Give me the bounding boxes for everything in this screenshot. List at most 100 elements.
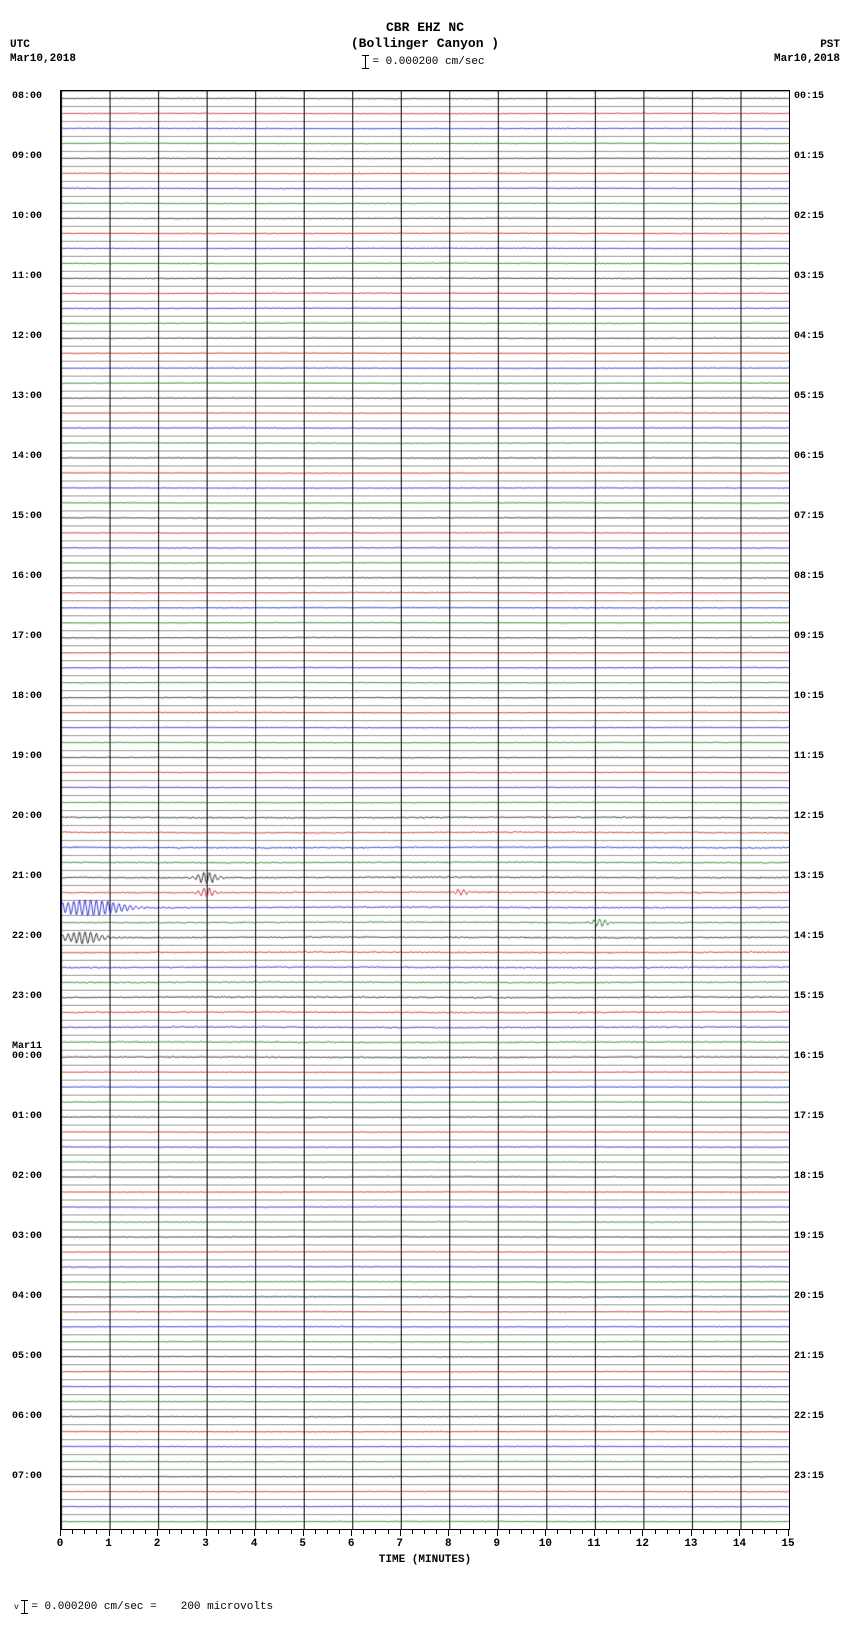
x-tick-minor (509, 1530, 510, 1534)
time-label: 04:15 (794, 332, 824, 342)
x-tick-minor (703, 1530, 704, 1534)
x-tick-minor (473, 1530, 474, 1534)
time-label: 21:00 (12, 872, 42, 882)
time-label: 15:15 (794, 992, 824, 1002)
x-tick (497, 1530, 498, 1536)
time-label: 09:15 (794, 632, 824, 642)
x-tick-minor (460, 1530, 461, 1534)
x-tick (788, 1530, 789, 1536)
x-tick-minor (436, 1530, 437, 1534)
title-block: CBR EHZ NC (Bollinger Canyon ) = 0.00020… (10, 20, 840, 73)
time-label: 20:00 (12, 812, 42, 822)
x-tick-minor (557, 1530, 558, 1534)
x-tick-minor (655, 1530, 656, 1534)
x-tick-minor (485, 1530, 486, 1534)
footer-prefix: v (14, 1603, 18, 1612)
time-label: 16:00 (12, 572, 42, 582)
x-axis-label: TIME (MINUTES) (60, 1554, 790, 1566)
time-label: 18:15 (794, 1172, 824, 1182)
x-tick-minor (278, 1530, 279, 1534)
x-axis: TIME (MINUTES) 0123456789101112131415 (60, 1530, 790, 1570)
x-tick-label: 14 (733, 1538, 746, 1550)
time-label: 18:00 (12, 692, 42, 702)
x-tick-minor (727, 1530, 728, 1534)
x-tick-label: 4 (251, 1538, 258, 1550)
x-tick-minor (291, 1530, 292, 1534)
time-label: 17:00 (12, 632, 42, 642)
top-right-date-label: PST Mar10,2018 (774, 38, 840, 67)
scale-bar-icon (365, 55, 366, 69)
x-tick (545, 1530, 546, 1536)
x-tick-label: 13 (684, 1538, 697, 1550)
x-tick-minor (412, 1530, 413, 1534)
time-label: 01:15 (794, 152, 824, 162)
time-label: 17:15 (794, 1112, 824, 1122)
seismogram-canvas (61, 91, 789, 1529)
time-label: 09:00 (12, 152, 42, 162)
x-tick-minor (230, 1530, 231, 1534)
top-left-date-label: UTC Mar10,2018 (10, 38, 76, 67)
x-tick-minor (630, 1530, 631, 1534)
left-date: Mar10,2018 (10, 52, 76, 66)
time-label: 00:15 (794, 92, 824, 102)
time-label: 05:00 (12, 1352, 42, 1362)
x-tick-minor (96, 1530, 97, 1534)
time-label: 10:15 (794, 692, 824, 702)
time-label: 23:15 (794, 1472, 824, 1482)
time-label: 05:15 (794, 392, 824, 402)
x-tick-minor (84, 1530, 85, 1534)
time-label: 16:15 (794, 1052, 824, 1062)
time-label: 11:00 (12, 272, 42, 282)
station-code: CBR EHZ NC (10, 20, 840, 36)
x-tick-label: 2 (154, 1538, 161, 1550)
x-tick-minor (315, 1530, 316, 1534)
time-label: 14:00 (12, 452, 42, 462)
x-tick-minor (218, 1530, 219, 1534)
x-tick-minor (133, 1530, 134, 1534)
time-label: 13:15 (794, 872, 824, 882)
x-tick-minor (679, 1530, 680, 1534)
x-tick (60, 1530, 61, 1536)
header-block: CBR EHZ NC (Bollinger Canyon ) = 0.00020… (10, 20, 840, 90)
x-tick-minor (667, 1530, 668, 1534)
time-label: 08:00 (12, 92, 42, 102)
x-tick (400, 1530, 401, 1536)
x-tick-minor (121, 1530, 122, 1534)
x-tick-minor (424, 1530, 425, 1534)
x-tick-minor (752, 1530, 753, 1534)
left-time-axis: 08:0009:0010:0011:0012:0013:0014:0015:00… (12, 90, 56, 1530)
time-label: 11:15 (794, 752, 824, 762)
x-tick (691, 1530, 692, 1536)
scale-bar-icon (24, 1600, 25, 1614)
amplitude-scale: = 0.000200 cm/sec (365, 55, 484, 69)
x-tick-label: 8 (445, 1538, 452, 1550)
x-tick-minor (533, 1530, 534, 1534)
plot-container: 08:0009:0010:0011:0012:0013:0014:0015:00… (60, 90, 790, 1570)
x-tick-label: 10 (539, 1538, 552, 1550)
x-tick-label: 9 (493, 1538, 500, 1550)
x-tick-label: 15 (781, 1538, 794, 1550)
time-label: 19:00 (12, 752, 42, 762)
time-label: Mar1100:00 (12, 1042, 42, 1062)
time-label: 22:00 (12, 932, 42, 942)
x-tick-label: 6 (348, 1538, 355, 1550)
x-tick (303, 1530, 304, 1536)
right-time-axis: 00:1501:1502:1503:1504:1505:1506:1507:15… (794, 90, 838, 1530)
footer-scale: v = 0.000200 cm/sec = 200 microvolts (10, 1600, 840, 1614)
time-label: 23:00 (12, 992, 42, 1002)
x-tick-minor (72, 1530, 73, 1534)
right-date: Mar10,2018 (774, 52, 840, 66)
x-tick (594, 1530, 595, 1536)
x-tick (206, 1530, 207, 1536)
x-tick-minor (715, 1530, 716, 1534)
x-tick-minor (618, 1530, 619, 1534)
x-tick-minor (375, 1530, 376, 1534)
x-tick (739, 1530, 740, 1536)
time-label: 14:15 (794, 932, 824, 942)
x-tick-minor (582, 1530, 583, 1534)
time-label: 22:15 (794, 1412, 824, 1422)
x-tick-minor (327, 1530, 328, 1534)
time-label: 06:15 (794, 452, 824, 462)
x-tick (254, 1530, 255, 1536)
x-tick-minor (339, 1530, 340, 1534)
